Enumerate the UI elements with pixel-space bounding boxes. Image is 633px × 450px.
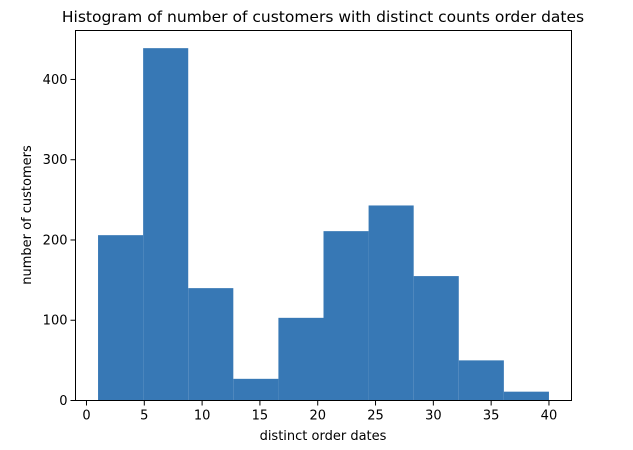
- x-tick-label: 10: [194, 409, 211, 424]
- y-axis: 0 100 200 300 400: [43, 73, 76, 409]
- x-tick-label: 20: [309, 409, 326, 424]
- histogram-bar: [458, 360, 504, 401]
- bars-group: [98, 48, 549, 401]
- histogram-bar: [503, 391, 549, 401]
- x-tick-label: 30: [425, 409, 442, 424]
- y-tick-label: 300: [43, 153, 68, 168]
- histogram-bar: [413, 276, 459, 401]
- y-tick-label: 100: [43, 314, 68, 329]
- histogram-bar: [98, 235, 144, 401]
- x-tick-label: 25: [367, 409, 384, 424]
- x-tick-label: 15: [252, 409, 269, 424]
- x-axis-label: distinct order dates: [260, 429, 387, 444]
- histogram-bar: [368, 205, 414, 401]
- y-tick-label: 200: [43, 233, 68, 248]
- y-axis-label: number of customers: [20, 145, 35, 285]
- x-tick-label: 0: [82, 409, 90, 424]
- histogram-bar: [143, 48, 189, 401]
- chart-title: Histogram of number of customers with di…: [62, 8, 584, 26]
- x-tick-label: 5: [140, 409, 148, 424]
- y-tick-label: 0: [59, 394, 67, 409]
- plot-frame: [75, 30, 572, 401]
- x-tick-label: 35: [483, 409, 500, 424]
- histogram-bar: [323, 231, 369, 401]
- x-tick-label: 40: [541, 409, 558, 424]
- histogram-bar: [233, 378, 279, 401]
- y-tick-label: 400: [43, 73, 68, 88]
- histogram-bar: [188, 288, 234, 401]
- x-axis: 0 5 10 15 20 25 30 35 40: [82, 400, 558, 424]
- histogram-bar: [278, 317, 324, 401]
